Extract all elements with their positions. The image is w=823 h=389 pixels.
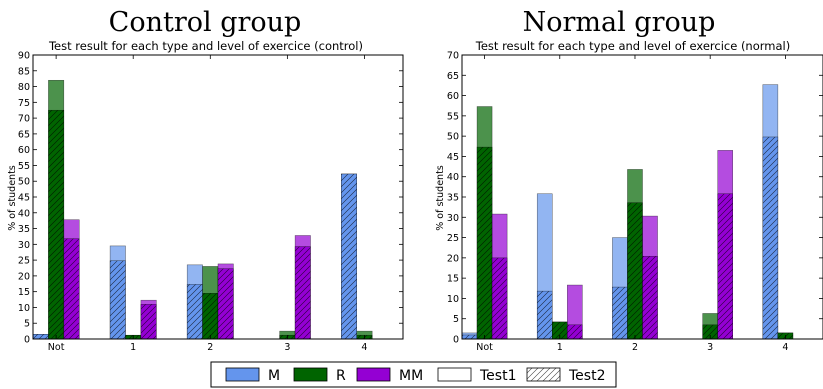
normal-y-tick-label: 10 — [447, 294, 459, 305]
control-y-tick-label: 55 — [18, 161, 30, 172]
normal-bar-r-test2-hatch — [702, 324, 718, 339]
normal-y-tick-label: 40 — [447, 172, 459, 183]
normal-bar-m-test2-hatch — [762, 136, 778, 339]
normal-x-tick-label: 2 — [632, 342, 638, 353]
normal-bar-mm-test2-hatch — [717, 193, 733, 339]
legend-label-r: R — [336, 368, 346, 384]
normal-plot-frame — [461, 54, 823, 340]
normal-bar-r-test2-hatch — [477, 147, 493, 339]
control-y-tick-label: 20 — [18, 271, 30, 282]
normal-bar-r-test2-hatch — [552, 321, 568, 339]
control-y-tick-label: 30 — [18, 240, 30, 251]
normal-y-tick-label: 35 — [447, 193, 459, 204]
control-bar-m-test2-hatch — [33, 334, 49, 339]
control-bar-r-test2-hatch — [202, 293, 218, 339]
legend-swatch-r — [293, 367, 328, 382]
control-y-tick-label: 75 — [18, 98, 30, 109]
normal-bar-m-test2-hatch — [537, 291, 553, 339]
control-bar-mm-test2-hatch — [140, 304, 157, 339]
control-y-tick-label: 65 — [18, 129, 30, 140]
normal-chart-title: Test result for each type and level of e… — [475, 39, 790, 53]
control-y-tick-label: 50 — [18, 177, 30, 188]
control-y-tick-label: 60 — [18, 145, 30, 156]
control-group-title: Control group — [109, 7, 302, 38]
control-y-tick-label: 85 — [18, 66, 30, 77]
control-x-tick-label: 2 — [207, 342, 213, 353]
control-y-tick-label: 35 — [18, 224, 30, 235]
control-bar-m-test2-hatch — [341, 173, 357, 339]
control-x-tick-label: 4 — [361, 342, 367, 353]
normal-y-tick-label: 5 — [453, 314, 459, 325]
control-y-axis-label: % of students — [7, 165, 18, 231]
legend-swatch-test2 — [526, 367, 561, 382]
control-y-tick-label: 25 — [18, 256, 30, 267]
normal-bar-m-test2-hatch — [612, 287, 628, 339]
normal-bar-mm-test2-hatch — [492, 257, 508, 339]
control-bar-m-test2-hatch — [187, 284, 203, 339]
normal-y-tick-label: 30 — [447, 213, 459, 224]
normal-y-tick-label: 0 — [453, 335, 459, 346]
normal-x-tick-label: 4 — [782, 342, 788, 353]
control-bar-m-test2-hatch — [110, 260, 126, 339]
normal-y-tick-label: 25 — [447, 233, 459, 244]
control-bar-mm-test2-hatch — [295, 246, 311, 339]
normal-bar-mm-test2-hatch — [642, 256, 658, 339]
normal-x-tick-label: Not — [476, 342, 493, 353]
normal-bar-m-test2-hatch — [462, 334, 478, 339]
control-plot-frame — [32, 54, 404, 340]
control-x-tick-label: 3 — [284, 342, 290, 353]
control-y-tick-label: 0 — [24, 335, 30, 346]
normal-bar-mm-test2-hatch — [567, 324, 583, 339]
normal-y-tick-label: 20 — [447, 253, 459, 264]
control-y-tick-label: 70 — [18, 114, 30, 125]
control-y-tick-label: 5 — [24, 319, 30, 330]
control-y-tick-label: 45 — [18, 193, 30, 204]
control-x-tick-label: 1 — [130, 342, 136, 353]
control-chart: Test result for each type and level of e… — [7, 39, 404, 353]
normal-y-tick-label: 60 — [447, 91, 459, 102]
control-y-tick-label: 90 — [18, 51, 30, 62]
legend: M R MM Test1 Test2 — [210, 361, 617, 388]
legend-label-test1: Test1 — [479, 368, 516, 384]
control-x-tick-label: Not — [48, 342, 65, 353]
control-y-tick-label: 15 — [18, 287, 30, 298]
normal-y-tick-label: 65 — [447, 71, 459, 82]
legend-swatch-mm — [356, 367, 391, 382]
control-y-tick-label: 80 — [18, 82, 30, 93]
legend-label-mm: MM — [399, 368, 423, 384]
control-bar-mm-test2-hatch — [63, 238, 80, 339]
control-bar-mm-test2-hatch — [218, 268, 234, 339]
normal-chart: Test result for each type and level of e… — [435, 39, 823, 353]
normal-x-tick-label: 1 — [557, 342, 563, 353]
normal-x-tick-label: 3 — [707, 342, 713, 353]
control-chart-title: Test result for each type and level of e… — [48, 39, 363, 53]
normal-y-tick-label: 15 — [447, 274, 459, 285]
normal-y-tick-label: 50 — [447, 132, 459, 143]
normal-y-tick-label: 45 — [447, 152, 459, 163]
normal-bar-r-test2-hatch — [627, 202, 643, 339]
legend-swatch-test1 — [437, 367, 472, 382]
normal-y-tick-label: 55 — [447, 111, 459, 122]
legend-label-test2: Test2 — [568, 368, 605, 384]
normal-group-title: Normal group — [523, 7, 716, 38]
control-bar-r-test2-hatch — [48, 110, 64, 339]
normal-y-tick-label: 70 — [447, 51, 459, 62]
legend-label-m: M — [268, 368, 280, 384]
legend-swatch-m — [225, 367, 260, 382]
control-y-tick-label: 40 — [18, 208, 30, 219]
control-y-tick-label: 10 — [18, 303, 30, 314]
normal-y-axis-label: % of students — [435, 165, 446, 231]
